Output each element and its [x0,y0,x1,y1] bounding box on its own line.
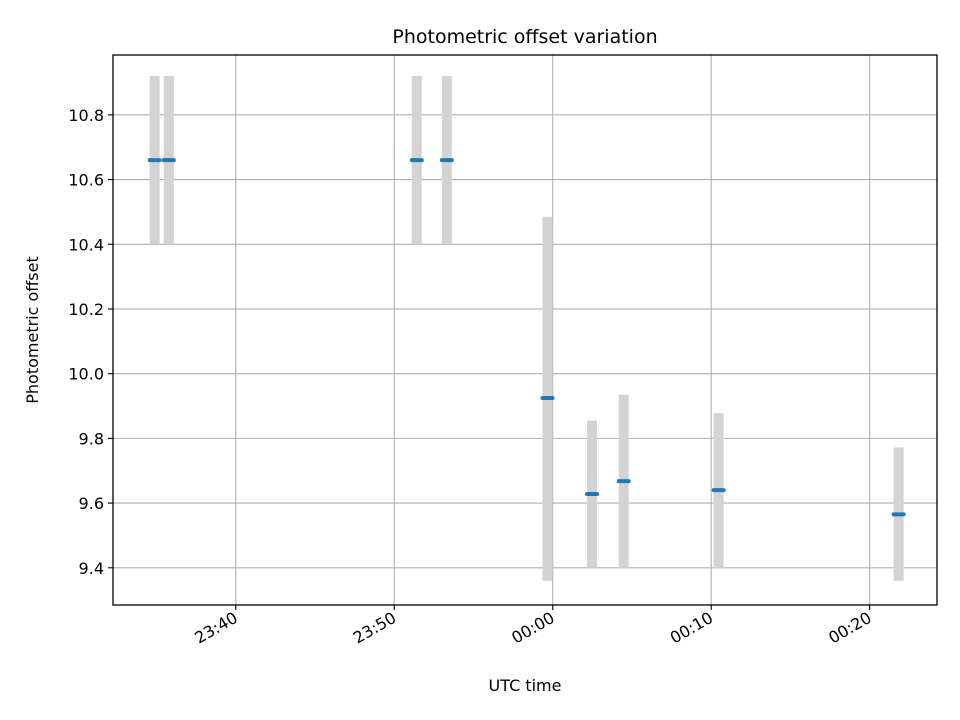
y-tick-label: 10.8 [68,106,104,125]
plot-frame [112,54,938,606]
x-axis-title: UTC time [489,676,562,695]
y-tick-label: 10.4 [68,235,104,254]
x-tick-label: 00:10 [667,608,716,648]
x-tick-label: 00:00 [508,608,557,648]
y-tick-label: 9.4 [79,559,104,578]
x-axis-ticks: 23:40 23:50 00:00 00:10 00:20 [191,605,875,648]
x-tick-label: 00:20 [825,608,874,648]
y-tick-label: 10.6 [68,171,104,190]
y-tick-label: 10.2 [68,300,104,319]
error-bars [149,76,904,581]
x-tick-label: 23:50 [350,608,399,648]
y-tick-label: 9.8 [79,429,104,448]
data-markers [147,158,906,517]
chart-title: Photometric offset variation [392,26,657,48]
y-axis-ticks: 9.4 9.6 9.8 10.0 10.2 10.4 10.6 10.8 [68,106,113,578]
y-axis-title: Photometric offset [23,256,42,404]
y-tick-label: 9.6 [79,494,104,513]
x-tick-label: 23:40 [191,608,240,648]
grid-lines [113,55,937,605]
y-tick-label: 10.0 [68,365,104,384]
